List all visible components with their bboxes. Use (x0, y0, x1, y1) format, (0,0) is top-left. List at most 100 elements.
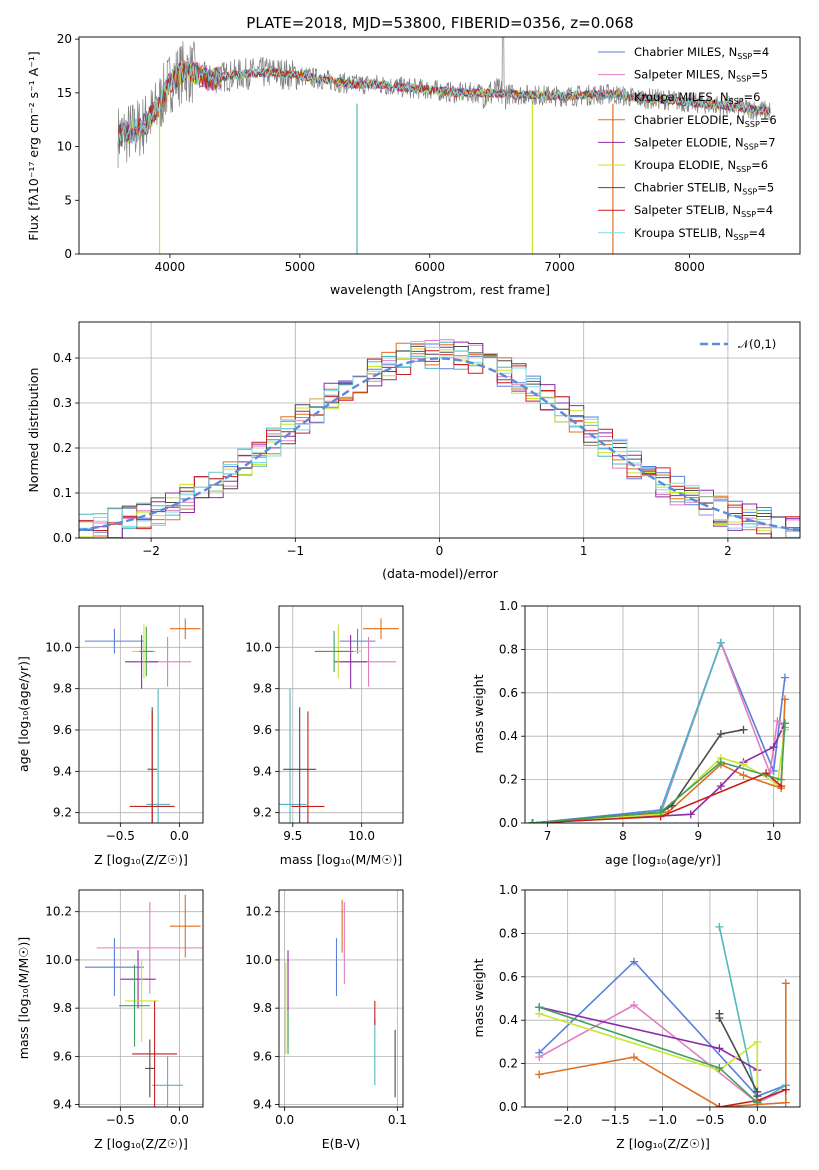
y-tick-label: 0.2 (53, 441, 72, 455)
x-tick-label: 8000 (674, 260, 705, 274)
x-axis-label: Z [log₁₀(Z/Z☉)] (94, 1136, 188, 1151)
weight-point (739, 760, 748, 769)
x-axis-label: Z [log₁₀(Z/Z☉)] (616, 1136, 710, 1151)
y-tick-label: 9.4 (53, 1098, 72, 1112)
weight-point (686, 810, 695, 819)
weight-point (753, 1098, 762, 1107)
y-tick-label: 0.6 (499, 686, 518, 700)
weight-line (532, 728, 744, 823)
weight-point (715, 1014, 724, 1023)
panel-5: 7 8 9 10 0.0 0.2 0.4 0.6 0.8 1.0 age [log₁₀(age/yr… (471, 599, 801, 867)
axes-frame (278, 889, 404, 1108)
weight-point (715, 1103, 724, 1107)
weight-point (716, 782, 725, 791)
legend-label: Kroupa STELIB, NSSP=4 (634, 226, 765, 242)
y-tick-label: 9.6 (253, 723, 272, 737)
x-axis-label: E(B-V) (322, 1136, 361, 1151)
y-tick-label: 9.2 (53, 806, 72, 820)
x-tick-label: 6000 (414, 260, 445, 274)
weight-line (538, 1004, 787, 1104)
y-tick-label: 0.2 (499, 773, 518, 787)
y-tick-label: 0.0 (499, 1100, 518, 1114)
weight-line (532, 723, 786, 823)
residual-histogram (79, 345, 800, 538)
y-tick-label: 9.4 (253, 1098, 272, 1112)
panel-6: −0.5 0.0 9.4 9.6 9.8 10.0 10.2 Z [log₁₀(Z/Z☉)] m… (16, 889, 204, 1151)
axes-frame (78, 605, 204, 824)
weight-point (715, 1063, 724, 1072)
chart-title: PLATE=2018, MJD=53800, FIBERID=0356, z=0… (246, 14, 633, 32)
weight-point (715, 1044, 724, 1053)
x-tick-label: −0.5 (106, 1113, 135, 1127)
y-tick-label: 0.3 (53, 396, 72, 410)
weight-line (532, 722, 786, 823)
y-axis-label: mass [log₁₀(M/M☉)] (16, 937, 31, 1059)
weight-line (539, 983, 787, 1107)
y-tick-label: 9.4 (53, 764, 72, 778)
weight-line (532, 772, 782, 823)
panel-8: −2.0 −1.5 −1.0 −0.5 0.0 0.0 0.2 0.4 0.6 0.8 1.0 Z [… (471, 883, 801, 1151)
weight-point (630, 1053, 639, 1062)
x-axis-label: age [log₁₀(age/yr)] (605, 852, 721, 867)
y-tick-label: 9.6 (53, 1049, 72, 1063)
residual-histogram (79, 341, 800, 538)
y-tick-label: 0.2 (499, 1057, 518, 1071)
weight-point (739, 725, 748, 734)
x-tick-label: 0.1 (388, 1113, 407, 1127)
weight-point (777, 775, 786, 784)
x-axis-label: mass [log₁₀(M/M☉)] (280, 852, 402, 867)
y-tick-label: 5 (64, 193, 72, 207)
x-axis-label: (data-model)/error (382, 566, 499, 581)
x-tick-label: −1.0 (648, 1113, 677, 1127)
y-tick-label: 9.6 (53, 723, 72, 737)
legend-label: Salpeter ELODIE, NSSP=7 (634, 135, 776, 151)
weight-point (781, 1098, 790, 1107)
panel-1: 4000 5000 6000 7000 8000 0 5 10 15 20 wavelength [… (26, 32, 801, 297)
x-tick-label: 7 (544, 829, 552, 843)
weight-point (780, 719, 789, 728)
weight-line (532, 729, 786, 823)
weight-point (716, 730, 725, 739)
y-tick-label: 9.4 (253, 764, 272, 778)
x-tick-label: 9 (694, 829, 702, 843)
plot-area (117, 37, 771, 254)
weight-point (535, 1070, 544, 1079)
x-tick-label: 1 (580, 544, 588, 558)
x-tick-label: 4000 (155, 260, 186, 274)
y-tick-label: 9.8 (53, 682, 72, 696)
weight-point (773, 717, 782, 726)
weight-point (716, 758, 725, 767)
y-tick-label: 0.6 (499, 970, 518, 984)
y-tick-label: 0.1 (53, 486, 72, 500)
weight-point (780, 695, 789, 704)
weight-point (630, 1001, 639, 1010)
y-axis-label: mass weight (471, 674, 486, 753)
axes-frame (524, 605, 801, 824)
y-tick-label: 0.0 (53, 531, 72, 545)
y-tick-label: 0 (64, 247, 72, 261)
x-tick-label: 0.0 (748, 1113, 767, 1127)
x-tick-label: −0.5 (695, 1113, 724, 1127)
model-spectrum (117, 64, 771, 148)
x-tick-label: 10.0 (348, 829, 375, 843)
legend-label: Chabrier ELODIE, NSSP=6 (634, 113, 777, 129)
y-tick-label: 0.8 (499, 642, 518, 656)
weight-point (781, 979, 790, 988)
x-tick-label: 10 (766, 829, 781, 843)
x-tick-label: −1.5 (601, 1113, 630, 1127)
y-tick-label: 0.4 (499, 1013, 518, 1027)
weight-point (656, 808, 665, 817)
weight-line (532, 640, 786, 823)
y-tick-label: 9.8 (253, 682, 272, 696)
panel-2: −2 −1 0 1 2 0.0 0.1 0.2 0.3 0.4 (data-model)/error… (26, 321, 801, 581)
plot-area (84, 894, 203, 1107)
weight-point (630, 957, 639, 966)
y-tick-label: 0.4 (499, 729, 518, 743)
x-tick-label: −2.0 (553, 1113, 582, 1127)
x-tick-label: −0.5 (106, 829, 135, 843)
legend-label: Chabrier STELIB, NSSP=5 (634, 181, 774, 197)
y-tick-label: 10.0 (245, 953, 272, 967)
plot-area (79, 339, 800, 538)
weight-line (532, 642, 722, 823)
y-tick-label: 9.2 (253, 806, 272, 820)
